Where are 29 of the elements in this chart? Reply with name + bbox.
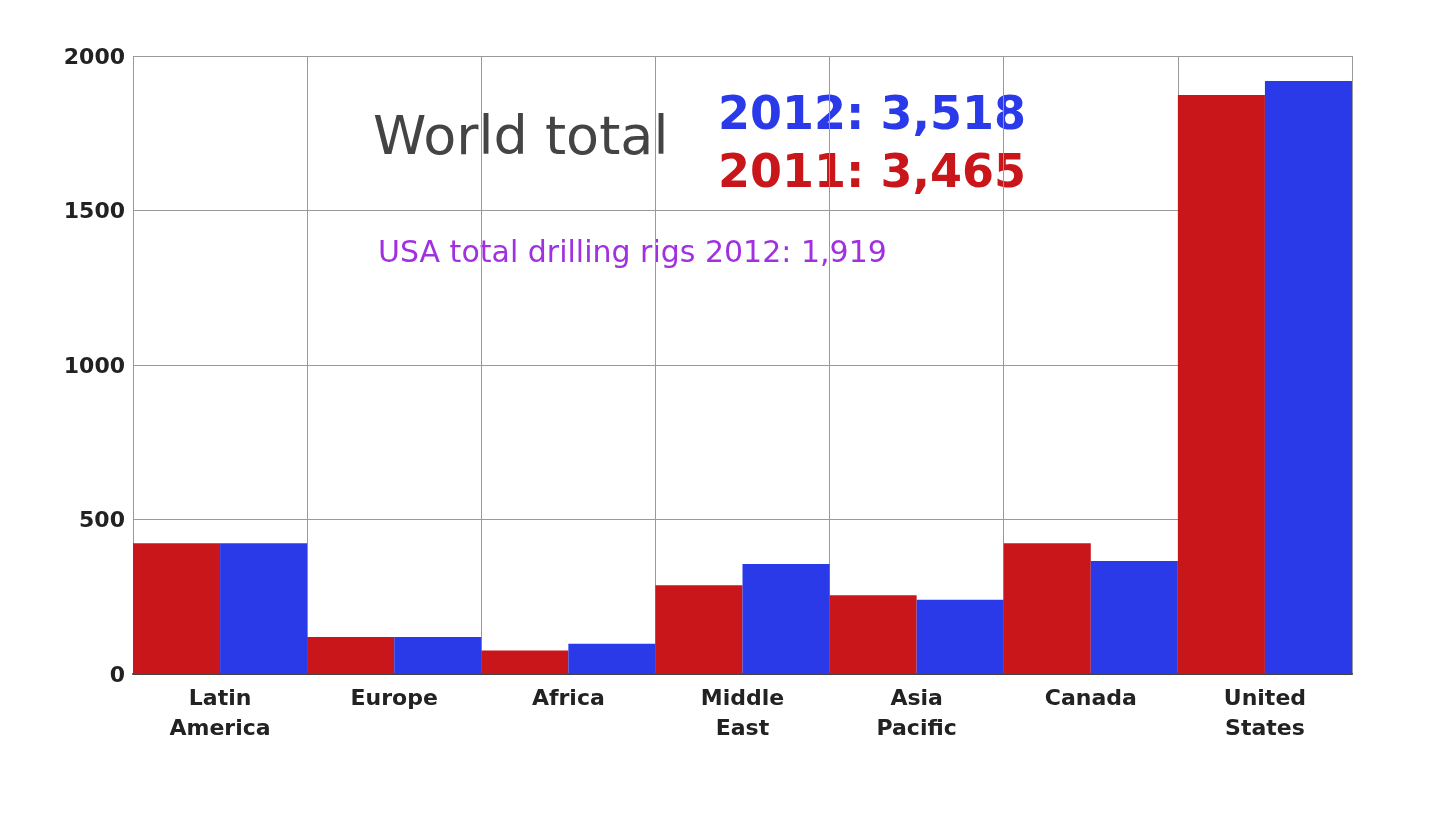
bar	[133, 543, 221, 674]
bar	[655, 585, 743, 674]
x-tick-label: Canada	[1044, 684, 1137, 710]
bar	[829, 595, 917, 674]
y-tick-label: 1500	[63, 198, 125, 223]
bar	[307, 636, 395, 674]
bar	[1003, 543, 1091, 674]
bar	[916, 599, 1004, 674]
y-tick-label: 2000	[63, 43, 125, 69]
x-tick-label: Latin America	[169, 684, 271, 740]
bar	[481, 650, 569, 674]
annotation: 2011: 3,465	[718, 144, 1026, 198]
bar	[394, 636, 482, 674]
x-tick-label: Asia Pacific	[876, 684, 957, 740]
annotation: World total	[373, 103, 669, 167]
bar	[742, 564, 830, 674]
bar	[220, 543, 308, 674]
x-tick-label: Europe	[350, 684, 438, 710]
x-tick-label: Middle East	[700, 684, 785, 740]
x-tick-label: Africa	[531, 684, 605, 710]
y-tick-label: 500	[79, 507, 125, 532]
y-tick-label: 1000	[63, 352, 125, 378]
bar	[568, 643, 656, 674]
y-tick-label: 0	[109, 661, 125, 687]
bar	[1264, 81, 1352, 674]
bar	[1090, 560, 1178, 674]
bar	[1177, 94, 1265, 674]
annotation: 2012: 3,518	[718, 86, 1026, 140]
x-tick-label: United States	[1223, 684, 1307, 740]
